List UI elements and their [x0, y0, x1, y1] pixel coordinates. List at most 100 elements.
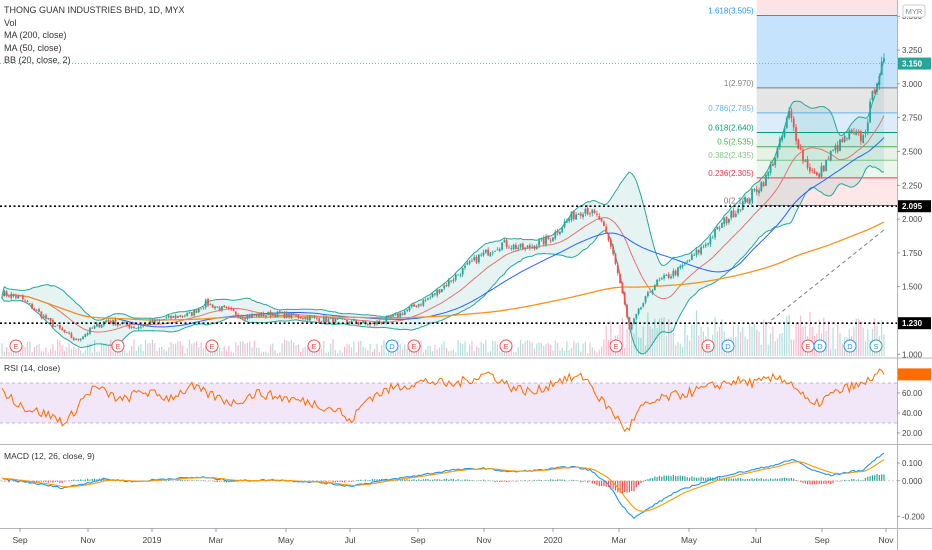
volume-bar	[603, 339, 605, 356]
macd-histogram-bar	[205, 480, 207, 482]
candle-body	[515, 244, 517, 249]
candle-body	[475, 256, 478, 263]
candle-body	[334, 318, 337, 323]
candle-body	[327, 318, 330, 322]
event-marker-letter: E	[503, 342, 508, 351]
level-price-badge	[898, 200, 931, 213]
volume-bar	[202, 347, 205, 356]
candle-body	[413, 304, 415, 307]
macd-histogram-bar	[839, 480, 841, 482]
macd-histogram-bar	[871, 475, 874, 481]
fib-zone	[756, 177, 897, 206]
legend-ma200[interactable]: MA (200, close)	[4, 30, 67, 40]
volume-bar	[158, 347, 161, 356]
macd-histogram-bar	[760, 478, 762, 481]
candle-body	[707, 243, 709, 245]
candle-body	[871, 91, 874, 101]
candle-body	[75, 339, 77, 341]
candle-body	[859, 131, 862, 142]
macd-histogram-bar	[633, 480, 635, 492]
volume-bar	[644, 345, 647, 356]
candle-body	[616, 264, 619, 274]
volume-bar	[59, 340, 61, 356]
candle-body	[70, 333, 73, 339]
candle-body	[100, 324, 103, 328]
volume-bar	[716, 331, 718, 356]
candle-body	[392, 314, 395, 317]
volume-bar	[105, 343, 107, 356]
rsi-value-badge	[898, 368, 931, 381]
legend-vol[interactable]: Vol	[4, 17, 17, 28]
current-price-label: 3.150	[902, 60, 923, 69]
candle-body	[42, 315, 45, 318]
volume-bar	[531, 342, 533, 356]
macd-histogram-bar	[823, 480, 825, 484]
candle-body	[850, 129, 853, 133]
volume-bar	[862, 327, 864, 356]
volume-bar	[786, 316, 788, 356]
macd-histogram-bar	[52, 480, 54, 483]
volume-bar	[124, 350, 126, 356]
candle-body	[105, 320, 108, 323]
candle-body	[295, 315, 297, 316]
volume-bar	[763, 319, 765, 356]
candle-body	[614, 253, 617, 264]
candle-body	[262, 312, 265, 317]
candle-body	[797, 139, 800, 149]
volume-bar	[225, 350, 228, 356]
candle-body	[89, 327, 91, 334]
volume-bar	[100, 342, 103, 356]
time-axis-label: Jul	[345, 535, 356, 545]
macd-histogram-bar	[12, 480, 15, 482]
volume-bar	[66, 347, 68, 356]
candle-body	[276, 311, 279, 318]
candle-body	[832, 149, 834, 151]
legend-bb[interactable]: BB (20, close, 2)	[4, 55, 71, 65]
candle-body	[454, 274, 457, 280]
macd-histogram-bar	[631, 480, 633, 492]
macd-histogram-bar	[807, 480, 809, 485]
candle-body	[438, 289, 441, 293]
macd-histogram-bar	[492, 480, 494, 482]
volume-bar	[665, 335, 667, 356]
candle-body	[283, 311, 286, 318]
volume-bar	[19, 352, 22, 356]
candle-body	[352, 320, 355, 321]
candle-body	[151, 320, 154, 323]
macd-histogram-bar	[344, 480, 346, 483]
macd-histogram-bar	[776, 478, 779, 481]
candle-body	[820, 165, 823, 177]
candle-body	[487, 249, 490, 256]
candle-body	[399, 313, 402, 317]
candle-body	[193, 309, 196, 316]
volume-bar	[29, 341, 31, 356]
macd-histogram-bar	[73, 479, 75, 481]
legend-ma50[interactable]: MA (50, close)	[4, 42, 62, 53]
rsi-band	[0, 383, 897, 423]
symbol-title[interactable]: THONG GUAN INDUSTRIES BHD, 1D, MYX	[4, 5, 185, 15]
candle-body	[299, 317, 302, 319]
volume-bar	[809, 312, 811, 356]
candle-body	[862, 135, 865, 144]
candle-body	[366, 324, 369, 325]
macd-histogram-bar	[200, 480, 202, 482]
volume-bar	[575, 343, 577, 356]
volume-bar	[327, 352, 330, 356]
volume-bar	[126, 352, 128, 356]
candle-body	[123, 322, 126, 324]
ma200-line	[1, 221, 885, 321]
macd-histogram-bar	[341, 480, 343, 483]
volume-bar	[223, 346, 225, 356]
macd-histogram-bar	[452, 478, 455, 481]
candle-body	[58, 325, 61, 329]
macd-histogram-bar	[8, 480, 10, 483]
volume-bar	[399, 344, 401, 356]
macd-histogram-bar	[429, 479, 431, 481]
macd-histogram-bar	[876, 474, 878, 481]
candle-body	[424, 299, 427, 301]
price-axis-label: 2.000	[902, 215, 923, 224]
volume-bar	[547, 343, 549, 356]
candle-body	[651, 290, 654, 294]
volume-bar	[253, 340, 255, 356]
